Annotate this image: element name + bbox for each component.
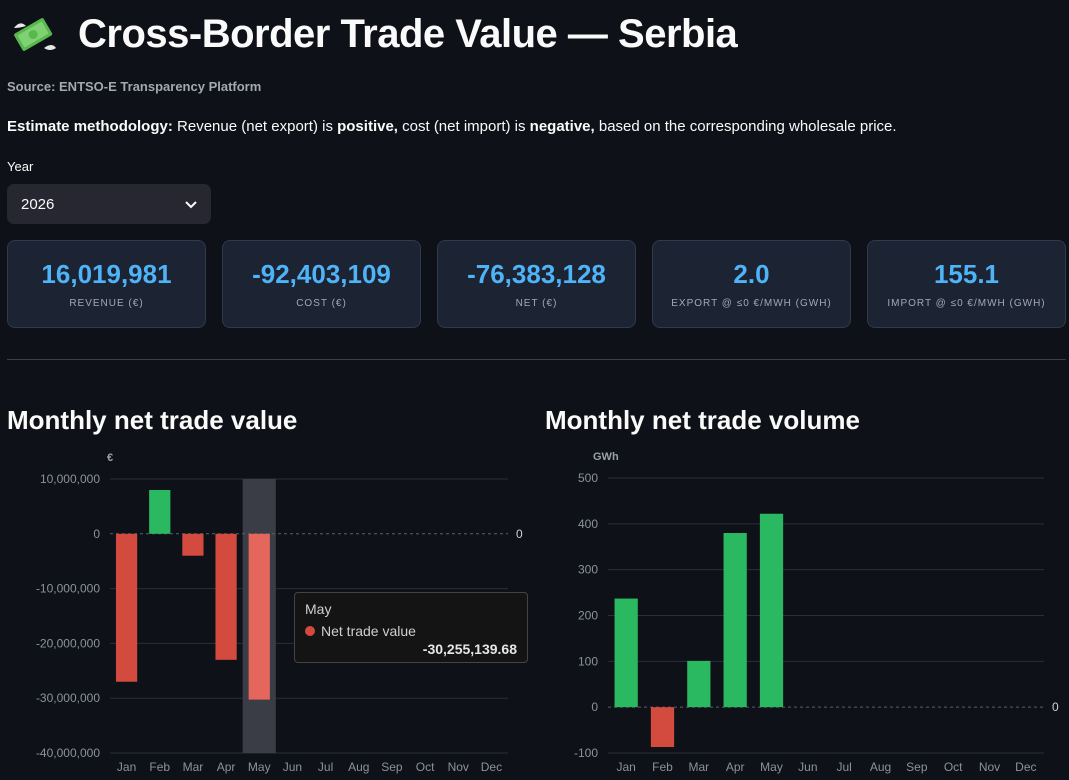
metric-value: 155.1 xyxy=(933,259,1000,289)
x-tick-label: Aug xyxy=(348,760,369,774)
money-with-wings-icon xyxy=(8,8,60,60)
metric-value: -92,403,109 xyxy=(252,259,391,289)
section-divider xyxy=(7,359,1066,360)
x-tick-label: Dec xyxy=(481,760,502,774)
metric-card-export-negative-price: 2.0 Export @ ≤0 €/MWh (GWh) xyxy=(652,240,851,328)
y-tick-label: 10,000,000 xyxy=(40,472,100,486)
y-tick-label: 500 xyxy=(578,471,598,485)
x-tick-label: Mar xyxy=(183,760,204,774)
methodology-positive: positive, xyxy=(337,118,398,135)
x-tick-label: Aug xyxy=(870,760,891,774)
x-tick-label: Apr xyxy=(217,760,236,774)
y-axis-unit: GWh xyxy=(593,451,619,463)
y-tick-label: -40,000,000 xyxy=(36,746,100,760)
metric-value: -76,383,128 xyxy=(467,259,606,289)
metric-label: Cost (€) xyxy=(296,298,347,309)
x-tick-label: Feb xyxy=(652,760,673,774)
methodology-part2: cost (net import) is xyxy=(397,118,530,135)
metric-label: Net (€) xyxy=(515,298,558,309)
zero-line-label: 0 xyxy=(1052,700,1059,714)
x-tick-label: Apr xyxy=(726,760,745,774)
page-header: Cross-Border Trade Value — Serbia xyxy=(8,8,738,60)
year-label: Year xyxy=(7,159,34,174)
tooltip-value: -30,255,139.68 xyxy=(422,641,517,657)
metric-card-cost: -92,403,109 Cost (€) xyxy=(222,240,421,328)
x-tick-label: Sep xyxy=(381,760,403,774)
metric-value: 2.0 xyxy=(733,259,770,289)
y-tick-label: 0 xyxy=(591,700,598,714)
y-tick-label: 300 xyxy=(578,563,598,577)
source-caption: Source: ENTSO-E Transparency Platform xyxy=(7,79,262,94)
x-tick-label: May xyxy=(760,760,783,774)
chart-tooltip: May Net trade value -30,255,139.68 xyxy=(294,592,528,663)
metric-label: Export @ ≤0 €/MWh (GWh) xyxy=(671,298,832,309)
y-tick-label: 400 xyxy=(578,517,598,531)
metric-value: 16,019,981 xyxy=(41,259,172,289)
y-tick-label: -100 xyxy=(574,746,598,760)
x-tick-label: Jul xyxy=(318,760,333,774)
y-tick-label: -10,000,000 xyxy=(36,582,100,596)
bar-feb[interactable] xyxy=(650,707,675,748)
volume-chart-title: Monthly net trade volume xyxy=(545,405,860,435)
chevron-down-icon xyxy=(185,196,197,213)
x-tick-label: Mar xyxy=(688,760,709,774)
series-dot-icon xyxy=(305,626,315,636)
metric-label: Revenue (€) xyxy=(69,298,144,309)
bar-may[interactable] xyxy=(759,513,784,708)
metric-card-import-negative-price: 155.1 Import @ ≤0 €/MWh (GWh) xyxy=(867,240,1066,328)
bar-apr[interactable] xyxy=(215,533,237,660)
x-tick-label: Jun xyxy=(283,760,302,774)
x-tick-label: May xyxy=(248,760,271,774)
zero-line-label: 0 xyxy=(516,527,523,541)
bar-feb[interactable] xyxy=(149,489,171,534)
x-tick-label: Sep xyxy=(906,760,928,774)
x-tick-label: Jun xyxy=(798,760,817,774)
year-select-value: 2026 xyxy=(21,195,55,213)
x-tick-label: Jul xyxy=(836,760,851,774)
year-select[interactable]: 2026 xyxy=(7,184,211,224)
bar-jan[interactable] xyxy=(115,533,138,682)
tooltip-title: May xyxy=(305,601,332,617)
metric-label: Import @ ≤0 €/MWh (GWh) xyxy=(887,298,1046,309)
value-chart-title: Monthly net trade value xyxy=(7,405,298,435)
metric-card-net: -76,383,128 Net (€) xyxy=(437,240,636,328)
bar-mar[interactable] xyxy=(182,533,204,556)
x-tick-label: Nov xyxy=(448,760,469,774)
y-tick-label: 0 xyxy=(93,527,100,541)
bar-jan[interactable] xyxy=(614,598,638,708)
x-tick-label: Jan xyxy=(117,760,136,774)
x-tick-label: Jan xyxy=(616,760,635,774)
x-tick-label: Feb xyxy=(149,760,170,774)
bar-mar[interactable] xyxy=(687,660,711,708)
tooltip-series: Net trade value xyxy=(321,623,416,639)
bar-apr[interactable] xyxy=(723,533,747,708)
y-tick-label: -20,000,000 xyxy=(36,636,100,650)
x-tick-label: Oct xyxy=(944,760,963,774)
x-tick-label: Oct xyxy=(416,760,435,774)
x-tick-label: Nov xyxy=(979,760,1000,774)
metrics-row: 16,019,981 Revenue (€) -92,403,109 Cost … xyxy=(7,240,1066,328)
x-tick-label: Dec xyxy=(1015,760,1036,774)
y-tick-label: -30,000,000 xyxy=(36,691,100,705)
methodology-part3: based on the corresponding wholesale pri… xyxy=(594,118,897,135)
net-trade-volume-chart[interactable]: GWh 500 400 300 200 100 0 -100 0 Jan Feb Mar Apr May J… xyxy=(535,445,1069,780)
bar-may[interactable] xyxy=(248,533,270,700)
metric-card-revenue: 16,019,981 Revenue (€) xyxy=(7,240,206,328)
methodology-part1: Revenue (net export) is xyxy=(172,118,338,135)
y-axis-unit: € xyxy=(107,452,113,464)
methodology-text: Estimate methodology: Revenue (net expor… xyxy=(7,118,897,135)
methodology-negative: negative, xyxy=(529,118,595,135)
methodology-lead: Estimate methodology: xyxy=(7,118,173,135)
net-trade-value-chart[interactable]: €10,000,000 0 -10,000,000 -20,000,000 -30,00… xyxy=(0,445,535,780)
y-tick-label: 100 xyxy=(578,654,598,668)
page-title: Cross-Border Trade Value — Serbia xyxy=(78,11,738,56)
y-tick-label: 200 xyxy=(578,609,598,623)
